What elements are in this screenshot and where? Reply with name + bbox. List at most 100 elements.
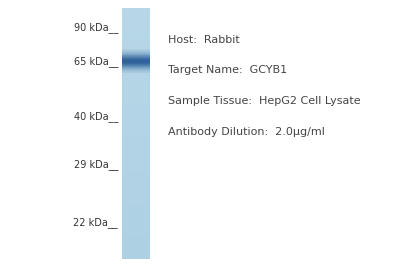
Bar (122, 100, 150, 101)
Bar (122, 54, 150, 55)
Bar (122, 169, 150, 170)
Bar (122, 249, 150, 250)
Bar (122, 185, 150, 186)
Bar (122, 226, 150, 227)
Bar (122, 136, 150, 137)
Bar (122, 113, 150, 115)
Bar (122, 61, 150, 62)
Bar (122, 13, 150, 14)
Bar (122, 203, 150, 204)
Bar (122, 106, 150, 107)
Bar (122, 97, 150, 98)
Bar (122, 195, 150, 196)
Bar (122, 54, 150, 56)
Bar (122, 59, 150, 60)
Bar (122, 66, 150, 67)
Bar (122, 15, 150, 17)
Bar (122, 42, 150, 43)
Bar (122, 103, 150, 105)
Bar (122, 205, 150, 206)
Bar (122, 23, 150, 24)
Bar (122, 186, 150, 187)
Bar (122, 76, 150, 77)
Bar (122, 98, 150, 100)
Bar (122, 221, 150, 223)
Bar (122, 189, 150, 190)
Bar (122, 210, 150, 211)
Bar (122, 220, 150, 221)
Bar (122, 55, 150, 56)
Bar (122, 78, 150, 80)
Bar (122, 80, 150, 81)
Bar (122, 22, 150, 23)
Bar (122, 130, 150, 131)
Bar (122, 102, 150, 103)
Bar (122, 132, 150, 134)
Bar (122, 234, 150, 235)
Bar (122, 170, 150, 171)
Bar (122, 53, 150, 54)
Bar (122, 91, 150, 92)
Bar (122, 12, 150, 13)
Bar (122, 240, 150, 241)
Bar (122, 33, 150, 34)
Bar (122, 34, 150, 36)
Bar (122, 253, 150, 254)
Bar (122, 223, 150, 224)
Bar (122, 82, 150, 83)
Bar (122, 62, 150, 63)
Bar (122, 27, 150, 28)
Bar (122, 111, 150, 112)
Bar (122, 116, 150, 117)
Bar (122, 10, 150, 12)
Bar (122, 60, 150, 61)
Bar (122, 252, 150, 253)
Bar (122, 119, 150, 120)
Bar (122, 254, 150, 255)
Bar (122, 14, 150, 15)
Bar (122, 235, 150, 236)
Bar (122, 141, 150, 142)
Bar (122, 167, 150, 169)
Bar (122, 55, 150, 56)
Bar (122, 29, 150, 31)
Bar (122, 52, 150, 53)
Bar (122, 128, 150, 130)
Bar (122, 115, 150, 116)
Bar (122, 101, 150, 102)
Text: Sample Tissue:  HepG2 Cell Lysate: Sample Tissue: HepG2 Cell Lysate (168, 96, 361, 106)
Bar (122, 85, 150, 86)
Bar (122, 161, 150, 162)
Bar (122, 71, 150, 72)
Bar (122, 65, 150, 66)
Bar (122, 83, 150, 85)
Bar (122, 26, 150, 27)
Bar (122, 51, 150, 52)
Bar (122, 81, 150, 82)
Bar (122, 233, 150, 234)
Bar (122, 50, 150, 51)
Bar (122, 248, 150, 249)
Bar (122, 53, 150, 54)
Bar (122, 28, 150, 29)
Bar (122, 67, 150, 68)
Bar (122, 134, 150, 135)
Bar (122, 123, 150, 125)
Bar (122, 57, 150, 58)
Bar (122, 135, 150, 136)
Bar (122, 88, 150, 90)
Bar (122, 258, 150, 259)
Bar (122, 68, 150, 69)
Bar (122, 64, 150, 66)
Bar (122, 57, 150, 58)
Bar (122, 71, 150, 72)
Bar (122, 38, 150, 39)
Bar (122, 18, 150, 19)
Bar (122, 110, 150, 111)
Bar (122, 181, 150, 182)
Bar (122, 164, 150, 165)
Bar (122, 246, 150, 248)
Bar (122, 207, 150, 209)
Bar (122, 229, 150, 230)
Bar (122, 48, 150, 49)
